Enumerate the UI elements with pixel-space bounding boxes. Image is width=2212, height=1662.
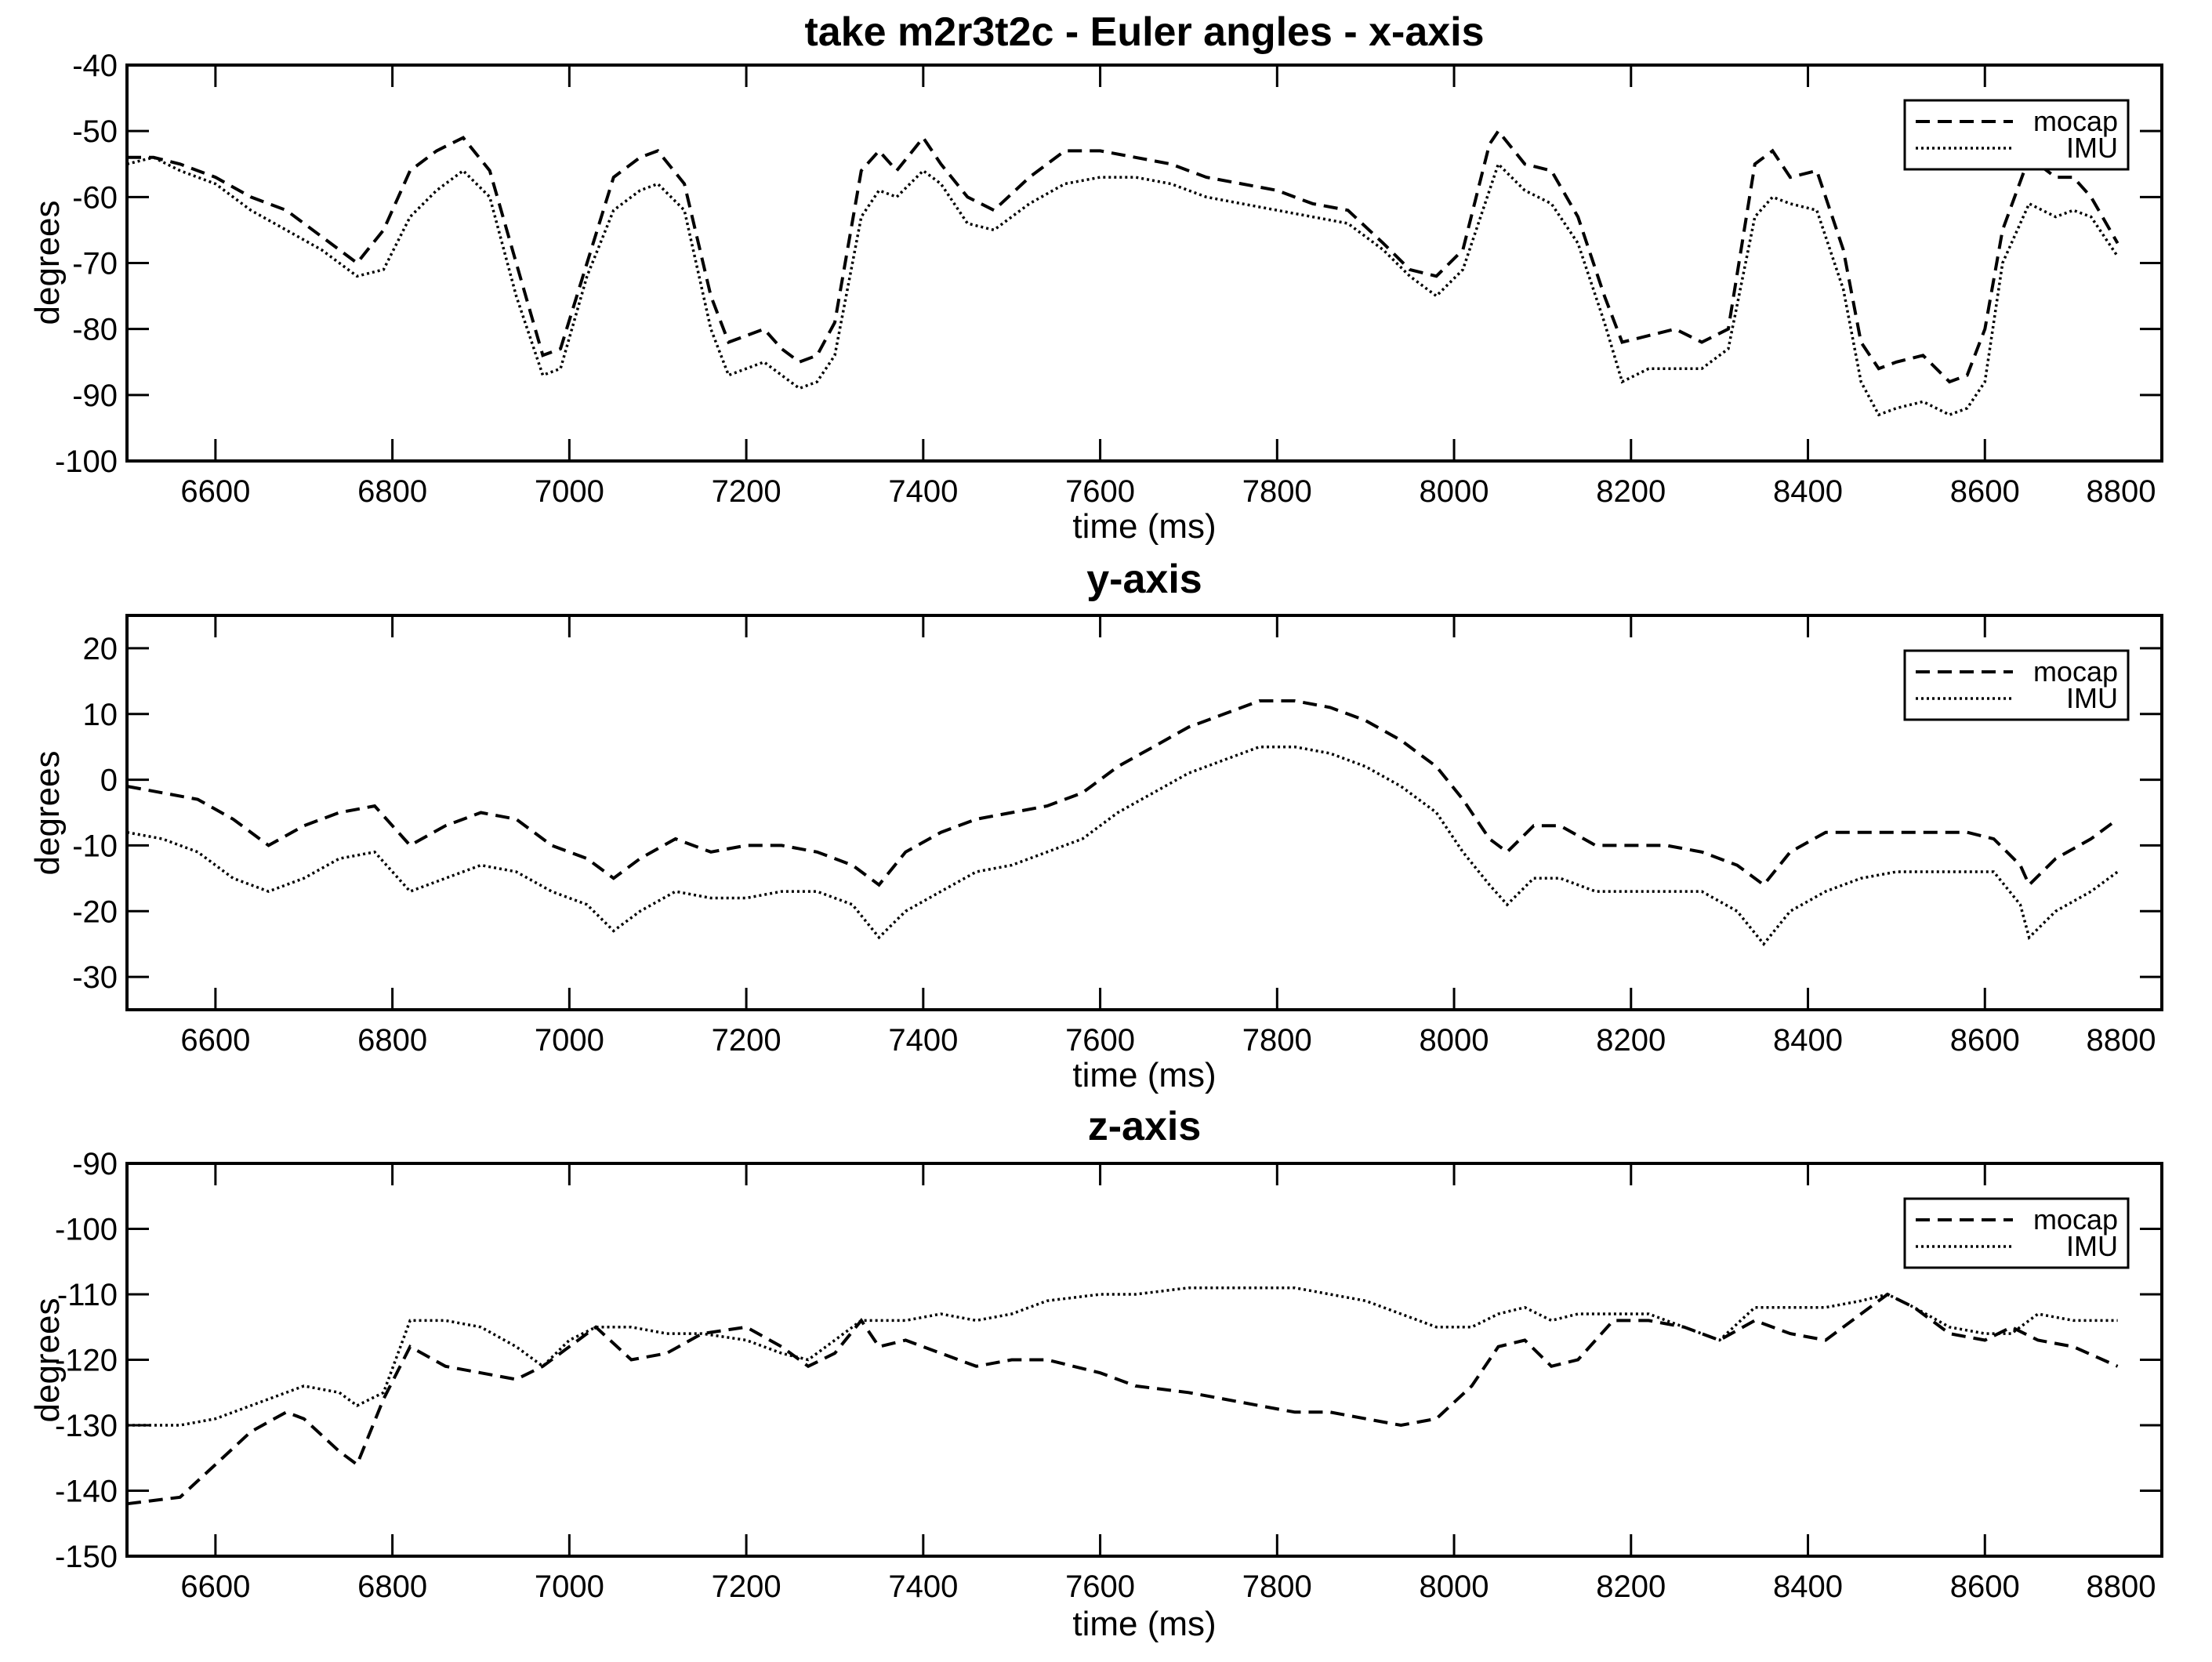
y-axis-label: degrees: [28, 1297, 67, 1422]
legend-box: [1903, 99, 2130, 171]
chart-title: z-axis: [1088, 1104, 1202, 1149]
series-line-imu: [126, 745, 2119, 946]
x-tick-label: 8000: [1420, 1023, 1489, 1058]
y-tick-label: -100: [55, 1213, 118, 1247]
x-tick-label: 8200: [1596, 474, 1666, 509]
legend-box: [1903, 649, 2130, 721]
x-tick-label: 8400: [1773, 1569, 1843, 1604]
x-tick-label: 8000: [1420, 474, 1489, 509]
y-tick-label: -50: [72, 114, 118, 149]
x-tick-label: 7800: [1242, 1023, 1312, 1058]
y-tick-label: -20: [72, 895, 118, 929]
series-line-mocap: [126, 1292, 2119, 1506]
legend-label-imu: IMU: [2066, 682, 2118, 714]
series-line-mocap: [127, 128, 2120, 384]
x-tick-label: 8200: [1596, 1569, 1666, 1604]
plot-frame: [125, 64, 2163, 463]
x-tick-label: 8800: [2087, 1023, 2156, 1058]
legend-label-mocap: mocap: [2033, 1203, 2118, 1236]
x-tick-label: 8400: [1773, 474, 1843, 509]
x-tick-label: 7800: [1242, 474, 1312, 509]
x-tick-label: 6800: [357, 1569, 427, 1604]
y-axis-label: degrees: [28, 200, 67, 325]
y-tick-label: -120: [55, 1344, 118, 1378]
plot-frame: [125, 1162, 2163, 1558]
x-tick-label: 6600: [180, 1569, 250, 1604]
x-tick-label: 8600: [1950, 474, 2020, 509]
x-axis-label: time (ms): [1072, 1056, 1216, 1094]
x-tick-label: 7800: [1242, 1569, 1312, 1604]
y-tick-label: -150: [55, 1540, 118, 1574]
x-tick-label: 6800: [357, 1023, 427, 1058]
y-tick-label: -60: [72, 180, 118, 215]
y-tick-label: -100: [55, 445, 118, 479]
legend-label-mocap: mocap: [2033, 655, 2118, 688]
x-tick-label: 7400: [888, 1569, 958, 1604]
x-tick-label: 7400: [888, 474, 958, 509]
y-tick-label: -140: [55, 1475, 118, 1509]
x-tick-label: 7400: [888, 1023, 958, 1058]
y-tick-label: -130: [55, 1409, 118, 1443]
y-tick-label: -110: [57, 1278, 118, 1312]
series-line-imu: [126, 155, 2120, 417]
y-tick-label: -40: [72, 49, 118, 83]
y-tick-label: 10: [83, 698, 118, 732]
plot-frame: [125, 614, 2163, 1011]
y-tick-label: -90: [72, 379, 118, 413]
y-tick-label: 0: [100, 764, 118, 798]
x-tick-label: 6600: [180, 1023, 250, 1058]
subplot-2: y-axis 6600 6800 7000 7200 7400 7600 7800 8000 82…: [28, 557, 2163, 1094]
x-tick-label: 8600: [1950, 1023, 2020, 1058]
x-tick-label: 7600: [1065, 1023, 1135, 1058]
y-tick-label: -30: [72, 960, 118, 995]
legend-label-imu: IMU: [2066, 132, 2118, 164]
y-tick-label: -90: [72, 1147, 118, 1181]
x-tick-label: 8600: [1950, 1569, 2020, 1604]
legend-label-imu: IMU: [2066, 1230, 2118, 1262]
x-tick-label: 8400: [1773, 1023, 1843, 1058]
subplot-1: take m2r3t2c - Euler angles - x-axis 6600…: [28, 9, 2163, 546]
x-tick-label: 7600: [1065, 474, 1135, 509]
x-tick-label: 7600: [1065, 1569, 1135, 1604]
x-tick-label: 8200: [1596, 1023, 1666, 1058]
series-line-mocap: [126, 699, 2119, 888]
x-tick-label: 8000: [1420, 1569, 1489, 1604]
y-tick-label: -80: [72, 313, 118, 347]
x-tick-label: 6600: [180, 474, 250, 509]
y-tick-label: -10: [72, 829, 118, 863]
legend-box: [1903, 1197, 2130, 1269]
x-tick-label: 7000: [535, 1023, 604, 1058]
x-tick-label: 6800: [357, 474, 427, 509]
x-tick-label: 8800: [2087, 1569, 2156, 1604]
legend-label-mocap: mocap: [2033, 105, 2118, 137]
x-tick-label: 7200: [712, 474, 781, 509]
chart-title: y-axis: [1086, 557, 1202, 602]
y-tick-label: 20: [83, 632, 118, 666]
series-line-imu: [127, 1286, 2118, 1427]
x-tick-label: 7000: [535, 474, 604, 509]
x-axis-label: time (ms): [1072, 507, 1216, 546]
y-tick-label: -70: [72, 247, 118, 281]
x-axis-label: time (ms): [1072, 1605, 1216, 1643]
x-tick-label: 7200: [712, 1569, 781, 1604]
x-tick-label: 8800: [2087, 474, 2156, 509]
subplot-3: z-axis 6600 6800 7000 7200 7400 7600 7800 8000 82…: [28, 1104, 2163, 1643]
y-axis-label: degrees: [28, 750, 67, 875]
chart-title: take m2r3t2c - Euler angles - x-axis: [804, 9, 1484, 55]
x-tick-label: 7200: [712, 1023, 781, 1058]
x-tick-label: 7000: [535, 1569, 604, 1604]
